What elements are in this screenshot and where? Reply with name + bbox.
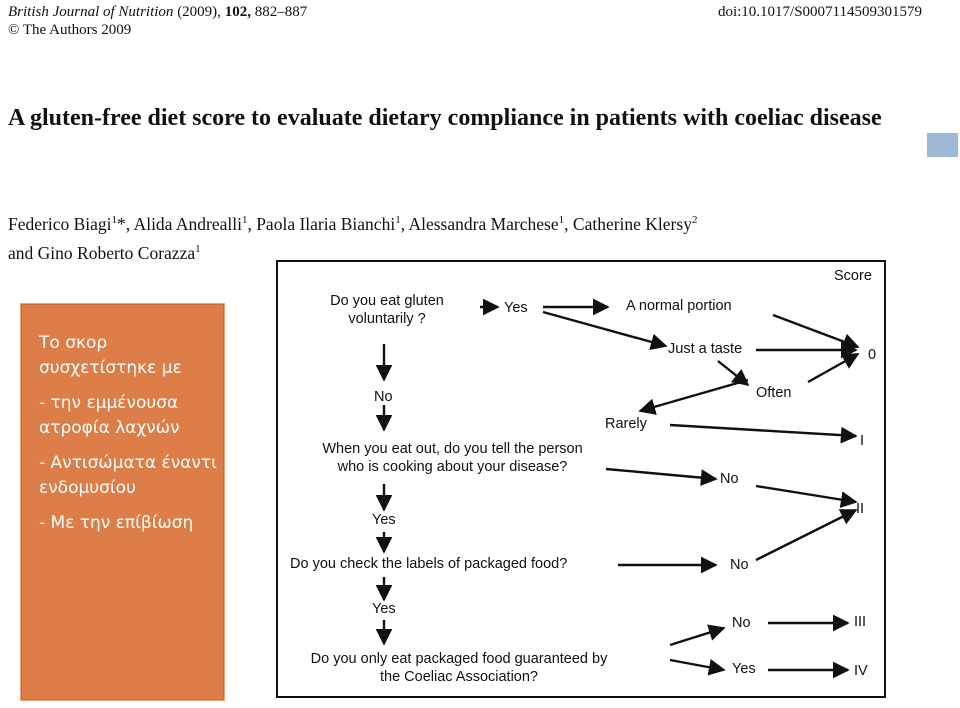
answer-yes-1: Yes [504, 300, 528, 316]
option-normal-portion: A normal portion [626, 298, 732, 314]
flowchart: Score Do you eat gluten voluntarily ? Ye… [276, 260, 886, 698]
question-4: Do you only eat packaged food guaranteed… [284, 650, 634, 686]
author-affiliation: 1 [558, 214, 565, 226]
arrow-often-rarely [638, 378, 749, 415]
question-3: Do you check the labels of packaged food… [290, 556, 568, 572]
flowchart-arrows [375, 298, 860, 679]
arrow-q4-yes [669, 658, 726, 676]
corresponding-mark: * [117, 213, 126, 234]
slide-accent-square [927, 133, 958, 157]
answer-yes-2: Yes [372, 512, 396, 528]
author-list: Federico Biagi1*, Alida Andrealli1, Paol… [8, 213, 698, 263]
author-affiliation: 1 [111, 214, 118, 226]
answer-no-2: No [720, 471, 739, 487]
question-1: Do you eat gluten voluntarily ? [322, 292, 452, 328]
question-4-line: the Coeliac Association? [380, 669, 538, 685]
doi: doi:10.1017/S0007114509301579 [717, 4, 922, 20]
arrow-q2-no [605, 467, 718, 486]
note-line: - την εμμένουσα ατροφία λαχνών [39, 393, 180, 438]
arrow-yes-taste [542, 310, 668, 351]
answer-yes-4: Yes [732, 661, 756, 677]
score-II: II [856, 501, 865, 517]
author-affiliation: 2 [691, 214, 698, 226]
question-2-line: When you eat out, do you tell the person [322, 441, 583, 457]
author-name: Gino Roberto Corazza [37, 242, 196, 263]
question-2-line: who is cooking about your disease? [337, 459, 568, 475]
score-III: III [854, 614, 867, 630]
and-word: and [8, 242, 34, 263]
note-line: - Αντισώματα έναντι ενδομυσίου [39, 453, 217, 498]
author-name: Catherine Klersy [572, 213, 692, 234]
arrow-normal-0 [772, 313, 860, 350]
author-affiliation: 1 [395, 214, 401, 226]
copyright: © The Authors 2009 [8, 22, 132, 38]
arrow-no2-II [755, 484, 858, 508]
author-affiliation: 1 [195, 242, 201, 255]
arrow-often-0 [807, 352, 860, 384]
journal-pages: 882–887 [254, 4, 308, 20]
arrow-rarely-I [669, 423, 858, 444]
author-name: Federico Biagi [8, 213, 112, 234]
journal-name: British Journal of Nutrition [8, 4, 174, 20]
score-0: 0 [868, 347, 877, 363]
author-name: Alessandra Marchese [408, 213, 559, 234]
option-rarely: Rarely [605, 416, 647, 432]
author-name: Paola Ilaria Bianchi [256, 213, 396, 234]
note-line: Το σκορ συσχετίστηκε με [39, 333, 182, 378]
score-IV: IV [854, 663, 868, 679]
journal-citation: British Journal of Nutrition (2009), 102… [8, 4, 307, 21]
arrow-no3-II [755, 508, 858, 562]
arrow-q4-no [669, 624, 726, 647]
question-2: When you eat out, do you tell the person… [290, 440, 615, 476]
author-affiliation: 1 [241, 214, 248, 226]
note-text: Το σκορ συσχετίστηκε με - την εμμένουσα … [39, 331, 223, 547]
option-just-a-taste: Just a taste [668, 341, 743, 357]
journal-volume: 102, [224, 4, 251, 20]
answer-no-1: No [374, 389, 393, 405]
paper-title: A gluten-free diet score to evaluate die… [8, 105, 882, 131]
author-name: Alida Andrealli [133, 213, 242, 234]
score-I: I [860, 433, 865, 449]
answer-no-3: No [730, 557, 749, 573]
option-often: Often [756, 385, 792, 401]
note-line: - Με την επίβίωση [39, 513, 194, 533]
question-1-line: Do you eat gluten [330, 293, 444, 309]
answer-no-4: No [732, 615, 751, 631]
question-1-line: voluntarily ? [348, 311, 426, 327]
score-header: Score [834, 268, 872, 284]
journal-year: (2009), [177, 4, 221, 20]
note-box [20, 303, 225, 701]
answer-yes-3: Yes [372, 601, 396, 617]
question-4-line: Do you only eat packaged food guaranteed… [310, 651, 608, 667]
